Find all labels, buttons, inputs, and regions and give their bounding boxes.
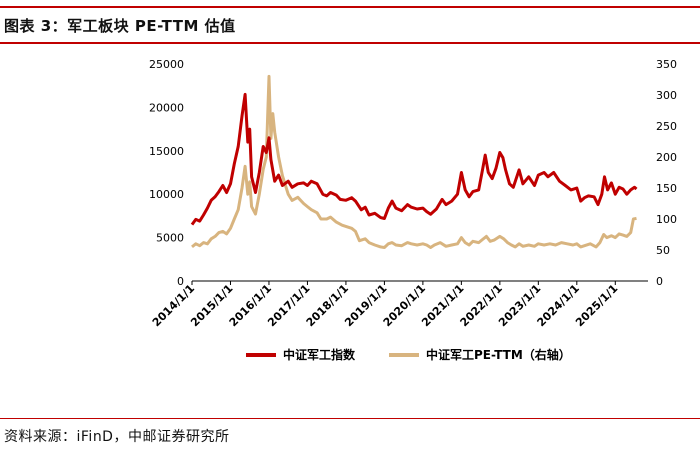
y-right-tick-label: 300 [656, 89, 677, 102]
y-right-tick-label: 200 [656, 151, 677, 164]
y-left-tick-label: 5000 [156, 232, 184, 245]
y-right-tick-label: 350 [656, 58, 677, 71]
legend-label-military-index: 中证军工指数 [283, 347, 356, 362]
bottom-rule [0, 418, 700, 419]
y-left-tick-label: 0 [177, 275, 184, 288]
legend-label-pe-ttm: 中证军工PE-TTM（右轴） [426, 347, 571, 362]
y-left-tick-label: 10000 [149, 188, 184, 201]
y-right-tick-label: 0 [656, 275, 663, 288]
series-line-pe-ttm [191, 74, 637, 249]
y-left-tick-label: 20000 [149, 101, 184, 114]
y-right-tick-label: 50 [656, 244, 670, 257]
figure-title: 图表 3：军工板块 PE-TTM 估值 [4, 17, 236, 35]
y-right-tick-label: 150 [656, 182, 677, 195]
y-right-tick-label: 100 [656, 213, 677, 226]
title-rule [0, 42, 700, 44]
y-left-tick-label: 15000 [149, 145, 184, 158]
top-rule [0, 6, 700, 8]
x-tick-label: 2025/1/1 [573, 282, 620, 329]
y-left-tick-label: 25000 [149, 58, 184, 71]
series-line-military-index [190, 92, 638, 226]
source-note: 资料来源：iFinD，中邮证券研究所 [4, 429, 230, 445]
y-right-tick-label: 250 [656, 120, 677, 133]
